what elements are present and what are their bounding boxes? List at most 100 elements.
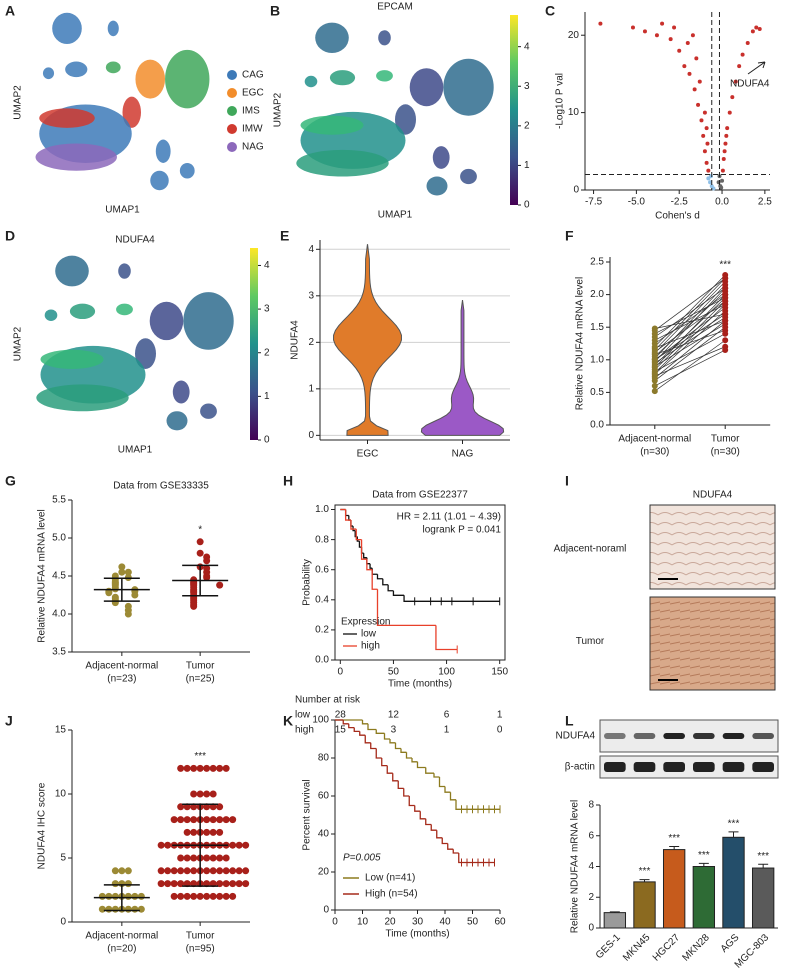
x-tick-label: Tumor: [186, 661, 215, 672]
legend-swatch: [227, 106, 237, 116]
y-tick-label: 0: [323, 905, 329, 916]
survival-step: [433, 773, 440, 778]
gene-point: [720, 178, 725, 183]
panel-title: NDUFA4: [115, 235, 155, 246]
colorbar-tick-label: 3: [524, 81, 530, 92]
sample-point: [183, 880, 191, 888]
sample-point: [209, 854, 217, 862]
sample-point: [124, 867, 132, 875]
x-tick-label: 2.5: [758, 197, 772, 208]
sample-point: [124, 568, 132, 576]
significance: ***: [719, 260, 731, 271]
x-axis-label: Cohen's d: [655, 211, 700, 222]
sample-point: [722, 301, 729, 308]
risk-table-title: Number at risk: [295, 695, 361, 706]
y-tick-label: 4.5: [52, 571, 66, 582]
cell-cluster: [55, 255, 89, 287]
ihc-image-tumor: [649, 596, 776, 691]
sample-point: [203, 828, 211, 836]
legend-label: CAG: [242, 70, 264, 81]
survival-step: [359, 731, 366, 736]
risk-row-label: high: [295, 725, 314, 736]
gene-point: [725, 126, 730, 131]
y-tick-label: 1.5: [590, 322, 604, 333]
sample-point: [216, 828, 224, 836]
gene-point: [692, 87, 697, 92]
panel-letter: I: [565, 473, 569, 489]
x-tick-label: (n=30): [640, 447, 669, 458]
cell-cluster: [65, 61, 88, 78]
colorbar-tick-label: 3: [264, 304, 270, 315]
survival-step: [435, 625, 458, 651]
sd-bar: [182, 803, 219, 887]
sample-point: [722, 337, 729, 344]
sample-point: [157, 841, 165, 849]
y-tick-label: 0: [573, 185, 579, 196]
y-tick-label: 1.0: [315, 504, 329, 515]
blot-band: [722, 733, 745, 739]
survival-step: [383, 733, 390, 740]
survival-step: [397, 780, 404, 790]
sample-point: [203, 557, 211, 565]
pair-line: [654, 278, 726, 331]
blot-band: [693, 762, 715, 772]
cell-cluster: [149, 301, 184, 341]
pair-line: [654, 339, 726, 392]
legend-label: EGC: [242, 88, 264, 99]
x-tick-label: 0.0: [715, 197, 729, 208]
survival-step: [444, 786, 451, 793]
gene-point: [708, 180, 713, 185]
pair-line: [654, 304, 726, 374]
cell-cluster: [107, 20, 119, 37]
survival-step: [438, 777, 445, 788]
survival-step: [342, 720, 349, 725]
bar: [662, 849, 686, 929]
survival-step: [400, 748, 407, 753]
gene-point: [696, 102, 701, 107]
survival-step: [375, 748, 382, 759]
sample-point: [131, 892, 139, 900]
y-tick-label: 20: [568, 30, 580, 41]
x-tick-label: 40: [439, 917, 451, 928]
pair-line: [654, 323, 726, 367]
survival-step: [352, 526, 356, 532]
cell-cluster: [42, 67, 55, 80]
gene-point: [740, 52, 745, 57]
sample-point: [170, 892, 178, 900]
y-tick-label: 3.5: [52, 647, 66, 658]
survival-step: [370, 742, 377, 750]
survival-step: [455, 799, 500, 810]
sample-point: [183, 803, 191, 811]
error-bar: [669, 846, 680, 850]
x-tick-label: MKN45: [621, 932, 653, 964]
y-axis-label: UMAP2: [13, 326, 24, 361]
bar: [633, 881, 656, 929]
gene-point: [716, 180, 721, 185]
survival-step: [414, 805, 421, 812]
y-tick-label: 5.5: [52, 495, 66, 506]
risk-row-label: low: [295, 710, 311, 721]
cell-cluster: [118, 263, 131, 279]
risk-value: 12: [388, 710, 400, 721]
legend-title: Expression: [341, 617, 390, 628]
risk-value: 3: [391, 725, 397, 736]
panel-letter: B: [270, 3, 280, 19]
blot-band: [633, 733, 656, 739]
blot-band: [663, 733, 685, 739]
survival-step: [389, 739, 396, 744]
cell-cluster: [165, 49, 210, 109]
sample-point: [222, 867, 230, 875]
cell-cluster: [395, 104, 416, 135]
x-tick-label: 20: [384, 917, 396, 928]
sample-point: [216, 764, 224, 772]
sample-point: [190, 803, 198, 811]
survival-step: [447, 843, 454, 850]
gene-point: [704, 160, 709, 165]
sample-point: [170, 816, 178, 824]
y-tick-label: 4.0: [52, 609, 66, 620]
survival-step: [364, 735, 371, 744]
y-tick-label: 0: [308, 430, 314, 441]
pair-line: [654, 330, 726, 355]
sample-point: [222, 892, 230, 900]
